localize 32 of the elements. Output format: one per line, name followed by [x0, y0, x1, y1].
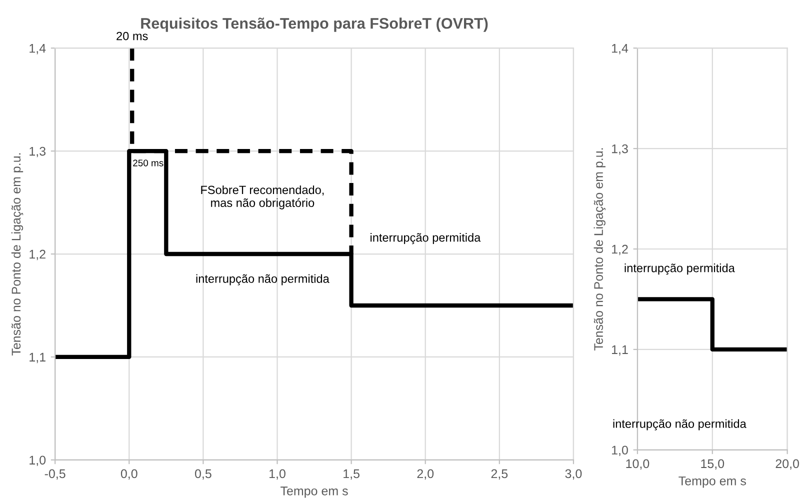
y-tick-label: 1,1 [30, 352, 46, 364]
y-tick-label: 1,0 [612, 446, 628, 456]
x-tick-label: 0,5 [194, 469, 212, 480]
x-tick-label: 10,0 [626, 459, 650, 470]
annotation: 20 ms [116, 32, 148, 40]
y-tick-label: 1,4 [30, 44, 46, 54]
annotation: FSobreT recomendado, mas não obrigatório [201, 185, 324, 210]
annotation: interrupção não permitida [196, 274, 330, 286]
x-tick-label: -0,5 [44, 469, 66, 480]
y-tick-label: 1,3 [30, 146, 46, 158]
x-tick-label: 15,0 [701, 459, 724, 470]
x-tick-label: 1,0 [270, 469, 286, 480]
x-tick-label: 20,0 [776, 459, 799, 470]
x-tick-label: 1,5 [344, 469, 360, 480]
annotation: interrupção não permitida [613, 419, 746, 430]
y-axis-title: Tensão no Ponto de Ligação em p.u. [11, 153, 24, 356]
annotation: 250 ms [133, 160, 164, 166]
x-tick-label: 0,0 [120, 469, 138, 480]
x-tick-label: 2,5 [491, 469, 508, 480]
y-tick-label: 1,2 [612, 244, 628, 256]
y-tick-label: 1,1 [612, 345, 628, 356]
y-tick-label: 1,3 [612, 144, 628, 155]
x-tick-label: 2,0 [417, 469, 434, 480]
chart-title: Requisitos Tensão-Tempo para FSobreT (OVRT) [141, 18, 488, 32]
annotation: interrupção permitida [624, 264, 735, 275]
x-tick-label: 3,0 [565, 469, 582, 480]
annotation: interrupção permitida [370, 233, 481, 244]
y-tick-label: 1,2 [30, 250, 46, 260]
y-axis-title: Tensão no Ponto de Ligação em p.u. [594, 148, 606, 351]
x-axis-title: Tempo em s [280, 486, 348, 498]
y-tick-label: 1,4 [612, 44, 628, 54]
x-axis-title: Tempo em s [678, 476, 746, 488]
